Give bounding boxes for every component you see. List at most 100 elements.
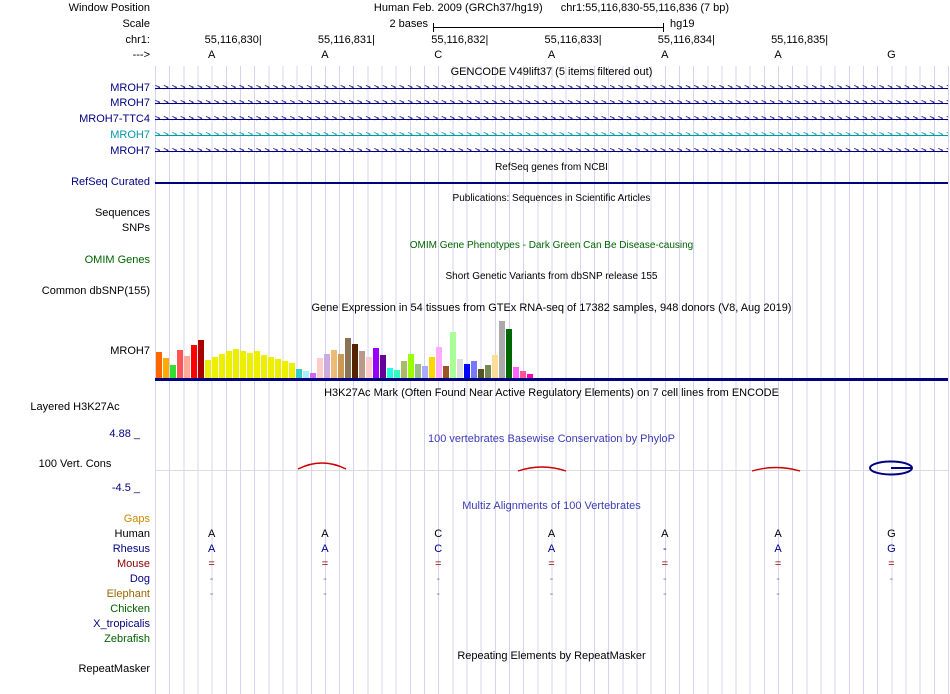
gtex-tissue-bar — [184, 356, 190, 378]
gtex-tissue-bar — [366, 357, 372, 378]
track-title-multiz[interactable]: Multiz Alignments of 100 Vertebrates — [462, 500, 641, 512]
repeatmasker-track-area[interactable] — [155, 660, 948, 690]
species-label[interactable]: Elephant — [106, 588, 150, 600]
gtex-tissue-bar — [478, 369, 484, 378]
gene-row-label[interactable]: MROH7 — [110, 145, 150, 157]
gtex-tissue-bar — [450, 332, 456, 378]
gtex-bar-chart[interactable] — [156, 321, 948, 378]
gene-row-label[interactable]: MROH7 — [110, 129, 150, 141]
track-title-refseq[interactable]: RefSeq genes from NCBI — [495, 162, 608, 173]
gtex-tissue-bar — [485, 365, 491, 378]
track-label-refseq-curated[interactable]: RefSeq Curated — [71, 176, 150, 188]
coordinate-label: 55,116,830| — [204, 34, 262, 46]
gtex-tissue-bar — [219, 354, 225, 378]
coordinate-label: 55,116,831| — [317, 34, 376, 46]
track-title-gtex[interactable]: Gene Expression in 54 tissues from GTEx … — [311, 302, 792, 314]
gtex-tissue-bar — [268, 357, 274, 378]
refseq-curated-track-line[interactable] — [155, 182, 948, 184]
gtex-tissue-bar — [233, 349, 239, 378]
gtex-tissue-bar — [415, 364, 421, 378]
gtex-baseline — [155, 378, 948, 381]
track-label-omim-genes[interactable]: OMIM Genes — [84, 254, 150, 266]
gtex-tissue-bar — [331, 350, 337, 378]
phylop-min-scale-label: -4.5 _ — [111, 482, 140, 494]
track-label-sequences[interactable]: Sequences — [94, 207, 150, 219]
track-label-snps[interactable]: SNPs — [121, 222, 150, 234]
gtex-tissue-bar — [163, 358, 169, 378]
gtex-tissue-bar — [198, 340, 204, 378]
species-label[interactable]: Gaps — [123, 513, 150, 525]
gtex-tissue-bar — [352, 344, 358, 378]
gtex-tissue-bar — [310, 373, 316, 378]
phylop-max-scale-label: 4.88 _ — [109, 428, 140, 440]
gtex-tissue-bar — [324, 354, 330, 378]
reference-base-letter: A — [774, 49, 782, 61]
track-label-common-dbsnp[interactable]: Common dbSNP(155) — [41, 285, 150, 297]
window-position-label: Window Position — [68, 2, 150, 14]
gtex-tissue-bar — [296, 369, 302, 378]
gtex-tissue-bar — [471, 361, 477, 378]
species-label[interactable]: Human — [114, 528, 150, 540]
assembly-version-text: Human Feb. 2009 (GRCh37/hg19) — [373, 2, 543, 14]
gtex-tissue-bar — [282, 361, 288, 378]
track-title-dbsnp[interactable]: Short Genetic Variants from dbSNP releas… — [445, 271, 658, 282]
gene-row-label[interactable]: MROH7 — [110, 97, 150, 109]
track-title-gencode[interactable]: GENCODE V49lift37 (5 items filtered out) — [450, 66, 653, 78]
species-label[interactable]: X_tropicalis — [93, 618, 150, 630]
gene-row-label[interactable]: MROH7 — [110, 82, 150, 94]
species-label[interactable]: Dog — [129, 573, 150, 585]
reference-base-letter: A — [321, 49, 329, 61]
track-title-omim[interactable]: OMIM Gene Phenotypes - Dark Green Can Be… — [409, 240, 694, 251]
gtex-tissue-bar — [254, 351, 260, 378]
coordinate-label: 55,116,832| — [431, 34, 489, 46]
gtex-tissue-bar — [170, 365, 176, 378]
gtex-tissue-bar — [380, 355, 386, 378]
gtex-tissue-bar — [240, 351, 246, 378]
species-label[interactable]: Chicken — [110, 603, 150, 615]
gtex-tissue-bar — [261, 355, 267, 378]
coordinate-row[interactable]: 55,116,830| 55,116,831| 55,116,832| 55,116,… — [0, 34, 950, 47]
track-label-layered-h3k27ac[interactable]: Layered H3K27Ac — [30, 401, 120, 413]
window-position-value: chr1:55,116,830-55,116,836 (7 bp) — [560, 2, 730, 14]
gtex-tissue-bar — [408, 354, 414, 378]
species-label[interactable]: Zebrafish — [104, 633, 150, 645]
phylop-zero-line — [155, 470, 948, 471]
species-label[interactable]: Mouse — [116, 558, 150, 570]
gtex-tissue-bar — [443, 366, 449, 378]
gtex-tissue-bar — [520, 371, 526, 378]
track-title-repeatmasker[interactable]: Repeating Elements by RepeatMasker — [457, 650, 646, 662]
scale-label: Scale — [122, 18, 150, 30]
track-title-phylop[interactable]: 100 vertebrates Basewise Conservation by… — [427, 433, 676, 445]
coordinate-label: 55,116,834| — [657, 34, 715, 46]
track-label-repeatmasker[interactable]: RepeatMasker — [78, 663, 150, 675]
track-title-publications[interactable]: Publications: Sequences in Scientific Ar… — [452, 193, 651, 204]
gtex-tissue-bar — [401, 361, 407, 378]
gtex-tissue-bar — [457, 359, 463, 378]
strand-direction-label: ---> — [132, 49, 150, 61]
gtex-tissue-bar — [464, 364, 470, 378]
gtex-tissue-bar — [436, 347, 442, 378]
chromosome-label: chr1: — [125, 34, 150, 46]
gtex-tissue-bar — [205, 360, 211, 378]
gtex-tissue-bar — [191, 345, 197, 378]
assembly-short-label: hg19 — [670, 18, 695, 30]
gtex-tissue-bar — [338, 354, 344, 378]
h3k27ac-track-area[interactable] — [155, 400, 948, 430]
reference-base-letter: A — [661, 49, 669, 61]
gtex-gene-label[interactable]: MROH7 — [110, 345, 150, 357]
track-title-h3k27ac[interactable]: H3K27Ac Mark (Often Found Near Active Re… — [324, 387, 779, 399]
gtex-tissue-bar — [156, 352, 162, 378]
window-position-line: Human Feb. 2009 (GRCh37/hg19) chr1:55,11… — [155, 2, 948, 15]
scale-value: 2 bases — [389, 18, 428, 30]
reference-base-letter: C — [434, 49, 443, 61]
gtex-tissue-bar — [373, 348, 379, 378]
gtex-tissue-bar — [177, 350, 183, 378]
gene-row-label[interactable]: MROH7-TTC4 — [79, 113, 150, 125]
coordinate-label: 55,116,833| — [544, 34, 602, 46]
species-label[interactable]: Rhesus — [112, 543, 150, 555]
gtex-tissue-bar — [506, 329, 512, 378]
track-label-100-vert-cons[interactable]: 100 Vert. Cons — [38, 458, 112, 470]
gtex-tissue-bar — [317, 358, 323, 378]
gtex-tissue-bar — [247, 353, 253, 378]
